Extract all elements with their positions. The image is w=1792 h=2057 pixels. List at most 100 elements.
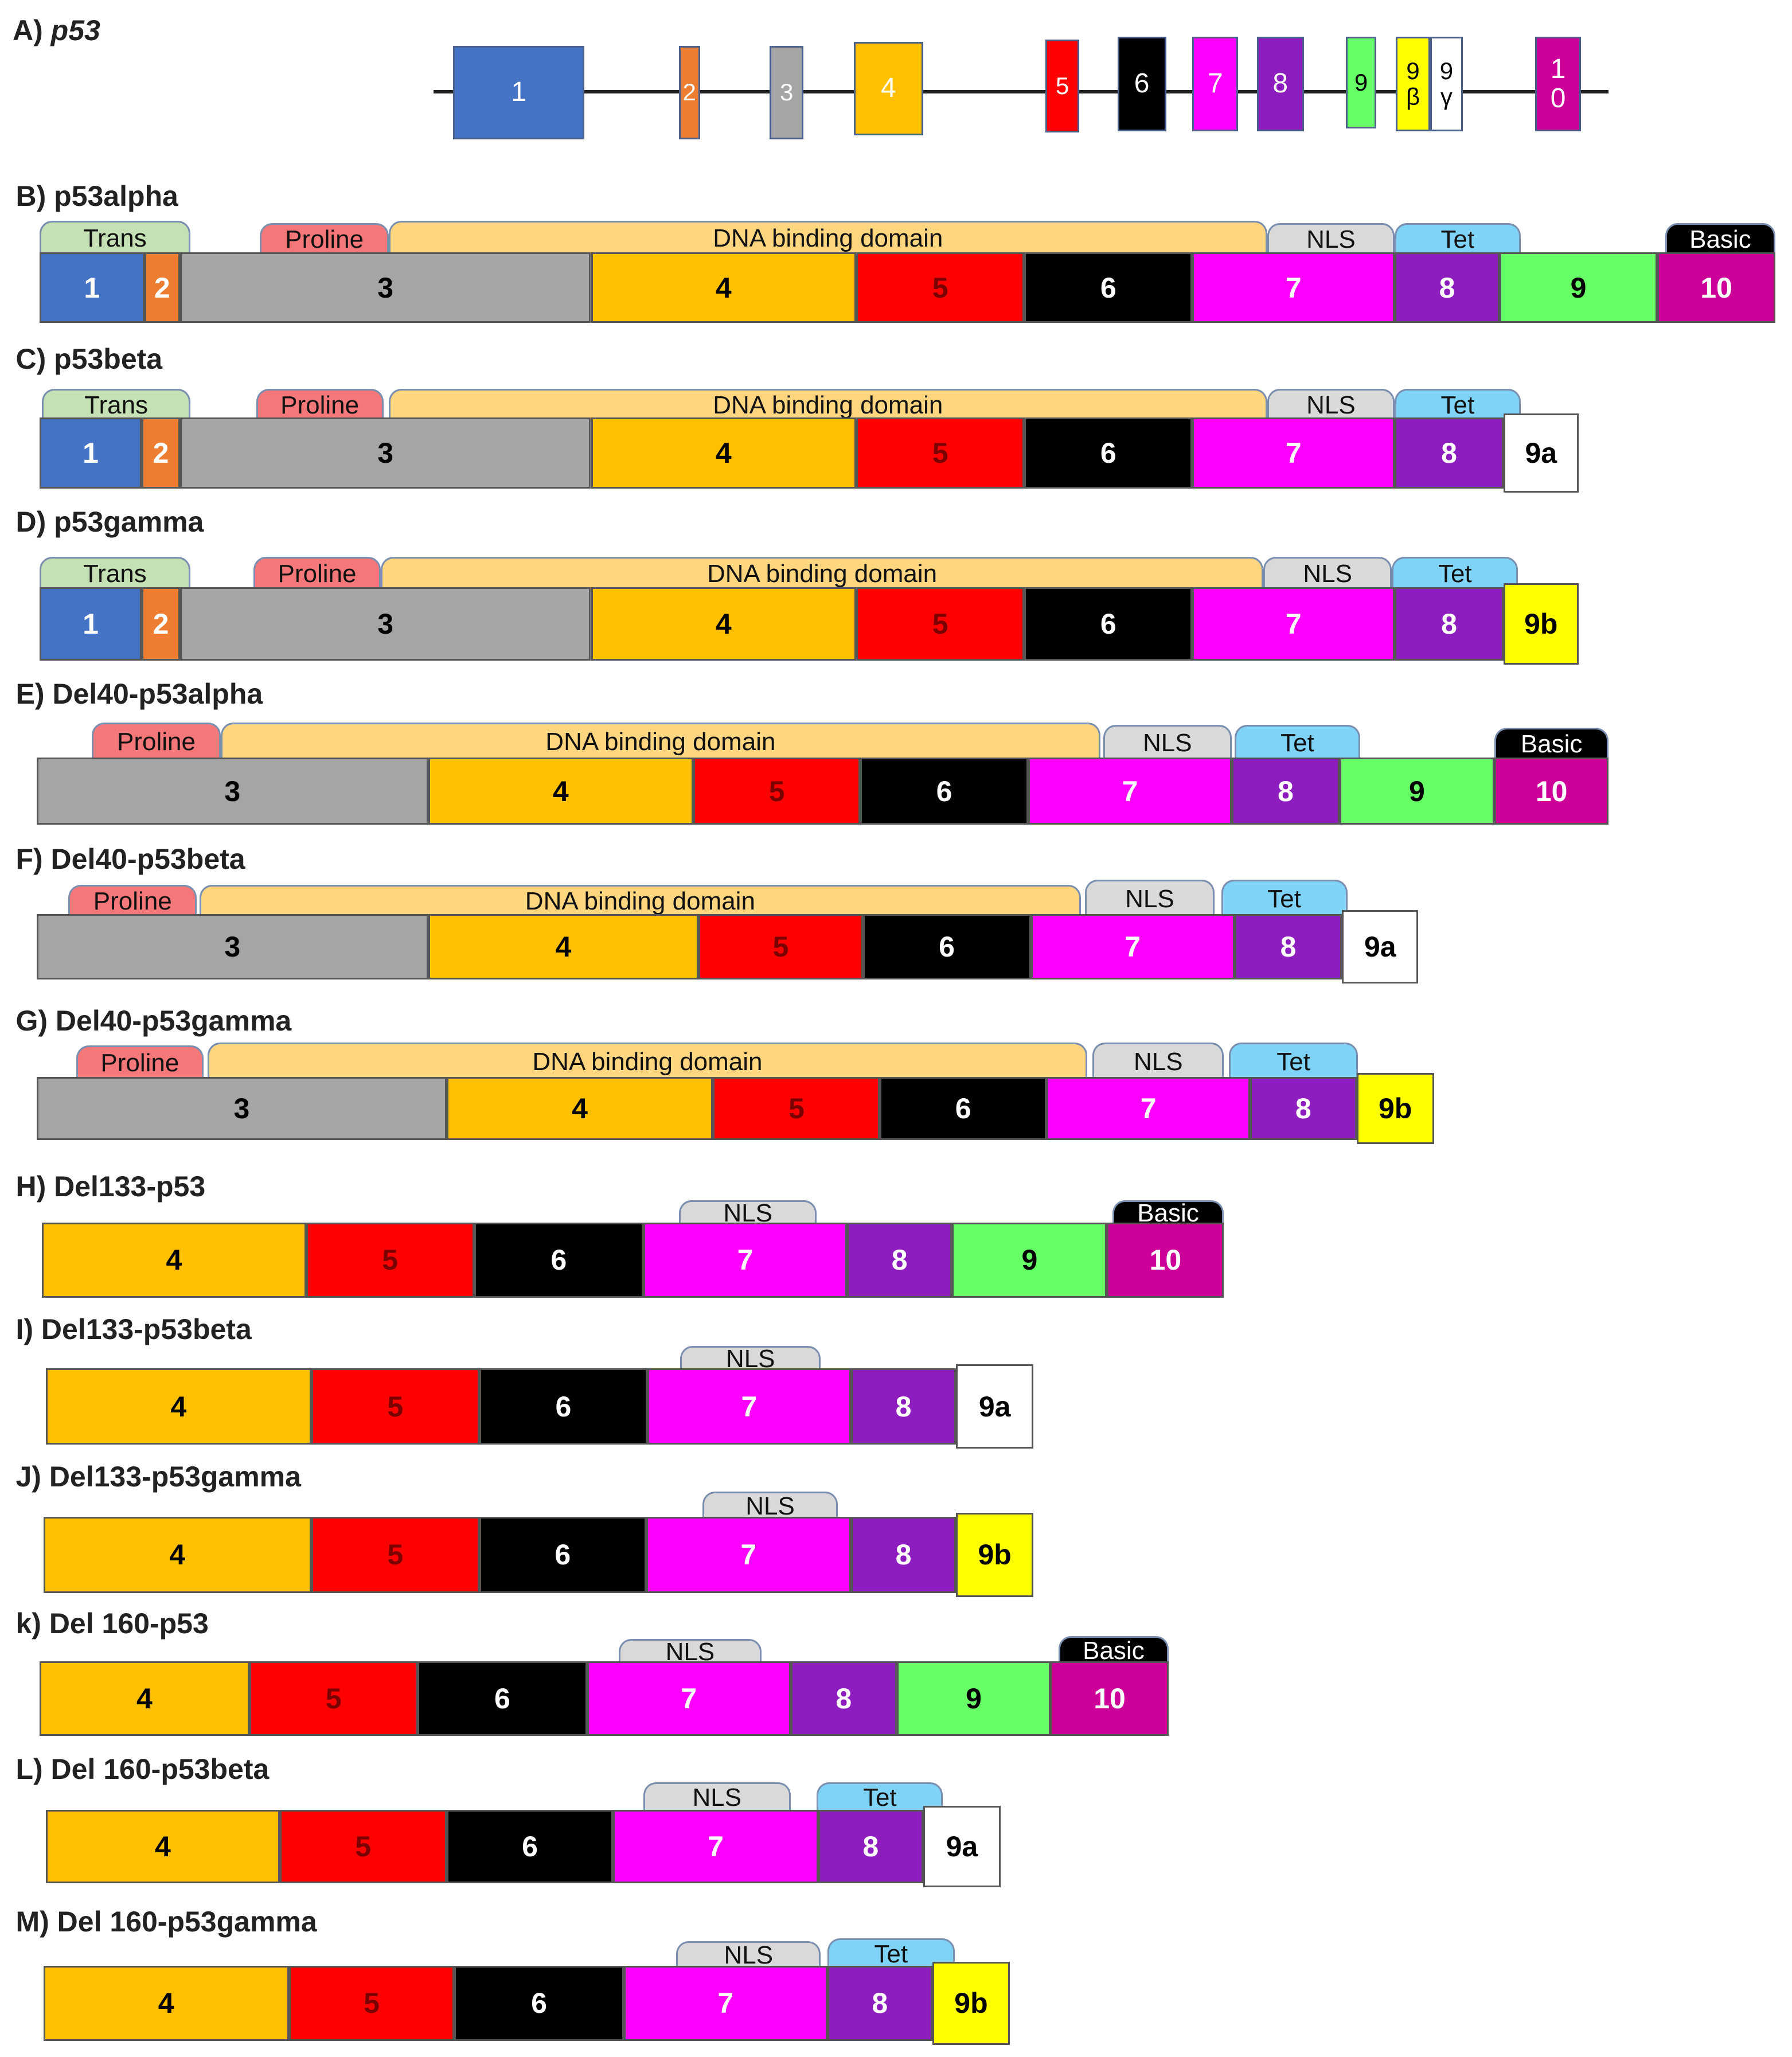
gene-panel-letter: A) (13, 14, 43, 46)
isoform-2-domain-proline: Proline (256, 388, 384, 420)
isoform-9-label: J) Del133-p53gamma (15, 1460, 301, 1493)
isoform-4-exon-6: 6 (860, 758, 1029, 825)
isoform-9-exon-7: 7 (646, 1516, 851, 1593)
gene-exon-7: 7 (1192, 37, 1239, 131)
gene-exon-11: 9 γ (1430, 37, 1463, 131)
isoform-2-domain-trans: Trans (42, 388, 191, 420)
isoform-9-exon-9b: 9b (956, 1513, 1034, 1597)
isoform-8-exon-6: 6 (479, 1368, 647, 1445)
isoform-5-domain-dna-binding-domain: DNA binding domain (200, 885, 1081, 916)
isoform-2-exon-1: 1 (39, 417, 142, 489)
isoform-7-domain-basic: Basic (1112, 1200, 1224, 1225)
isoform-12-label: M) Del 160-p53gamma (15, 1905, 317, 1938)
isoform-4-exon-8: 8 (1232, 758, 1340, 825)
isoform-10-exon-6: 6 (417, 1661, 587, 1736)
isoform-11-label: L) Del 160-p53beta (15, 1753, 270, 1786)
isoform-11-domain-tet: Tet (817, 1782, 943, 1812)
isoform-10-domain-nls: NLS (618, 1638, 762, 1664)
isoform-2-exon-8: 8 (1394, 417, 1504, 489)
isoform-7-exon-4: 4 (42, 1222, 306, 1298)
isoform-8-exon-8: 8 (850, 1368, 956, 1445)
isoform-10-exon-5: 5 (249, 1661, 418, 1736)
isoform-6-exon-6: 6 (880, 1076, 1047, 1140)
isoform-4-domain-tet: Tet (1234, 725, 1361, 760)
gene-exon-4: 4 (853, 42, 923, 135)
isoform-1-domain-proline: Proline (260, 223, 389, 255)
isoform-2-exon-9a: 9a (1504, 413, 1579, 493)
isoform-3-domain-dna-binding-domain: DNA binding domain (381, 556, 1263, 590)
isoform-3-domain-nls: NLS (1263, 556, 1392, 590)
isoform-5-exon-9a: 9a (1342, 910, 1419, 984)
isoform-10-exon-4: 4 (39, 1661, 250, 1736)
isoform-2-exon-3: 3 (179, 417, 591, 489)
gene-exon-10: 9 β (1396, 37, 1430, 131)
isoform-10-exon-9: 9 (897, 1661, 1051, 1736)
isoform-2-exon-2: 2 (142, 417, 180, 489)
isoform-6-domain-tet: Tet (1229, 1043, 1358, 1079)
isoform-2-exon-6: 6 (1024, 417, 1193, 489)
isoform-5-exon-3: 3 (37, 914, 428, 980)
isoform-3-exon-3: 3 (179, 587, 591, 661)
isoform-5-exon-6: 6 (862, 914, 1031, 980)
isoform-8-exon-9a: 9a (956, 1364, 1034, 1449)
isoform-7-exon-10: 10 (1107, 1222, 1224, 1298)
gene-exon-9: 9 (1346, 37, 1376, 129)
isoform-11-domain-nls: NLS (643, 1782, 791, 1812)
isoform-4-domain-nls: NLS (1103, 725, 1232, 760)
isoform-2-domain-tet: Tet (1394, 388, 1521, 420)
isoform-8-exon-5: 5 (311, 1368, 479, 1445)
gene-exon-3: 3 (769, 46, 804, 139)
isoform-1-exon-5: 5 (856, 252, 1025, 323)
isoform-10-exon-7: 7 (587, 1661, 791, 1736)
isoform-3-exon-9b: 9b (1504, 583, 1579, 665)
isoform-6-exon-4: 4 (446, 1076, 713, 1140)
isoform-3-exon-2: 2 (142, 587, 180, 661)
isoform-8-exon-4: 4 (46, 1368, 311, 1445)
isoform-7-domain-nls: NLS (678, 1200, 817, 1225)
isoform-12-exon-6: 6 (454, 1966, 624, 2041)
isoform-10-domain-basic: Basic (1058, 1636, 1169, 1664)
gene-intron-line (433, 90, 1609, 94)
isoform-5-exon-7: 7 (1030, 914, 1235, 980)
isoform-1-domain-dna-binding-domain: DNA binding domain (388, 220, 1267, 255)
gene-exon-6: 6 (1117, 37, 1166, 131)
isoform-6-domain-dna-binding-domain: DNA binding domain (207, 1043, 1088, 1079)
isoform-3-exon-1: 1 (39, 587, 142, 661)
isoform-7-label: H) Del133-p53 (15, 1170, 206, 1203)
isoform-3-exon-5: 5 (856, 587, 1025, 661)
isoform-6-label: G) Del40-p53gamma (15, 1005, 292, 1037)
isoform-11-exon-9a: 9a (923, 1805, 1001, 1887)
isoform-1-exon-10: 10 (1657, 252, 1776, 323)
isoform-12-exon-4: 4 (43, 1966, 289, 2041)
isoform-7-exon-9: 9 (952, 1222, 1107, 1298)
isoform-3-exon-7: 7 (1192, 587, 1395, 661)
isoform-8-label: I) Del133-p53beta (15, 1313, 252, 1346)
isoform-1-exon-9: 9 (1500, 252, 1657, 323)
isoform-4-domain-dna-binding-domain: DNA binding domain (220, 722, 1101, 760)
gene-exon-1: 1 (453, 46, 585, 139)
isoform-12-domain-nls: NLS (676, 1941, 821, 1969)
isoform-9-exon-4: 4 (43, 1516, 311, 1593)
isoform-6-exon-9b: 9b (1356, 1072, 1434, 1144)
isoform-2-domain-nls: NLS (1267, 388, 1395, 420)
isoform-4-exon-4: 4 (428, 758, 694, 825)
isoform-11-exon-7: 7 (613, 1809, 818, 1883)
isoform-7-exon-8: 8 (847, 1222, 952, 1298)
isoform-5-exon-8: 8 (1234, 914, 1342, 980)
gene-exon-5: 5 (1045, 39, 1080, 133)
isoform-3-domain-proline: Proline (253, 556, 381, 590)
isoform-2-exon-4: 4 (591, 417, 857, 489)
isoform-2-label: C) p53beta (15, 342, 163, 375)
isoform-6-exon-5: 5 (713, 1076, 880, 1140)
isoform-1-domain-nls: NLS (1267, 223, 1395, 255)
isoform-1-domain-basic: Basic (1665, 223, 1776, 255)
isoform-12-exon-5: 5 (288, 1966, 455, 2041)
isoform-4-exon-9: 9 (1339, 758, 1495, 825)
isoform-3-domain-trans: Trans (39, 556, 191, 590)
isoform-10-label: k) Del 160-p53 (15, 1607, 209, 1640)
isoform-7-exon-6: 6 (474, 1222, 644, 1298)
isoform-9-exon-8: 8 (850, 1516, 956, 1593)
isoform-2-domain-dna-binding-domain: DNA binding domain (388, 388, 1267, 420)
isoform-7-exon-7: 7 (643, 1222, 848, 1298)
